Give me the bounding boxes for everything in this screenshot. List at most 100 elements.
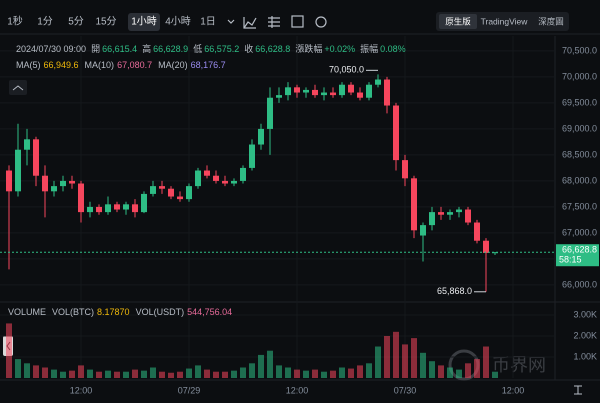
volume-bar [222, 371, 228, 378]
volume-bar [258, 354, 264, 378]
candle-body [276, 95, 282, 98]
ma-name: MA(5) [16, 60, 41, 70]
candle-body [411, 178, 417, 231]
candle-body [123, 204, 129, 210]
interval[interactable]: 1秒 [7, 15, 23, 28]
volume-bar [321, 371, 327, 378]
info-label: 低 [193, 43, 202, 54]
countdown: 58:15 [559, 255, 582, 265]
candle-body [321, 92, 327, 96]
volume-bar [177, 371, 183, 378]
collapse-button[interactable] [9, 80, 27, 95]
volume-bar [15, 359, 21, 378]
volume-bar [285, 367, 291, 378]
volume-bar [465, 363, 471, 378]
volume-bar [114, 371, 120, 378]
x-tick-label: 12:00 [70, 385, 93, 395]
interval[interactable]: 1小時 [131, 16, 157, 28]
candle-body [87, 206, 93, 213]
candle-body [96, 206, 102, 213]
layout-icon[interactable] [291, 15, 304, 28]
y-tick-label: 69,500.0 [562, 97, 597, 107]
volume-bar [312, 369, 318, 378]
volume-bar [456, 369, 462, 378]
dropdown-icon[interactable] [227, 19, 235, 24]
volume-name: VOL(USDT) [136, 307, 185, 317]
candle-body [231, 180, 237, 184]
candle-body [393, 105, 399, 161]
collapse-icon[interactable] [12, 85, 24, 91]
volume-bar [78, 365, 84, 378]
ma-name: MA(10) [85, 60, 115, 70]
candle-body [168, 188, 174, 197]
candle-body [438, 212, 444, 215]
reset-icon[interactable] [574, 385, 582, 395]
volume-bar [195, 365, 201, 378]
volume-bar [186, 368, 192, 378]
info-value: +0.02% [324, 44, 355, 54]
ma-value: 68,176.7 [191, 60, 226, 70]
candle-body [447, 212, 453, 215]
info-label: 收 [244, 43, 253, 54]
ma-value: 66,949.6 [44, 60, 79, 70]
tab[interactable]: TradingView [481, 16, 529, 26]
gear-icon[interactable] [315, 16, 327, 28]
volume-bar [33, 365, 39, 378]
candle-body [429, 212, 435, 226]
y-tick-label: 70,000.0 [562, 71, 597, 81]
volume-bar [366, 363, 372, 378]
volume-bar [483, 346, 489, 378]
volume-bar [123, 371, 129, 378]
candle-body [204, 170, 210, 176]
volume-bar [231, 370, 237, 378]
candle-body [78, 183, 84, 213]
candle-body [483, 240, 489, 253]
tab[interactable]: 深度圖 [538, 16, 564, 26]
watermark: 币界网 [492, 355, 546, 375]
candle-body [240, 167, 246, 181]
x-tick-label: 12:00 [286, 385, 309, 395]
tool-icons[interactable] [227, 15, 327, 29]
volume-bar [60, 371, 66, 378]
candle-body [159, 186, 165, 189]
settings-bars-icon[interactable] [268, 16, 280, 28]
volume-bar [141, 370, 147, 378]
candle-body [465, 209, 471, 223]
high-label: 70,050.0 [329, 65, 364, 75]
volume-bar [213, 371, 219, 378]
x-tick-label: 12:00 [502, 385, 525, 395]
info-label: 高 [142, 43, 151, 54]
volume-bar [294, 369, 300, 378]
volume-tick-label: 2.00K [573, 330, 597, 340]
volume-bar [42, 367, 48, 378]
last-price-tag [556, 244, 599, 267]
ma-name: MA(20) [158, 60, 188, 70]
candle-body [249, 144, 255, 168]
interval[interactable]: 15分 [95, 16, 116, 28]
indicator-icon[interactable] [243, 17, 257, 29]
candle-body [51, 186, 57, 192]
interval[interactable]: 4小時 [165, 16, 191, 28]
volume-bar [429, 361, 435, 378]
candle-body [105, 204, 111, 213]
labels: 2024/07/30 09:00 開 66,615.4 高 66,628.9 低 66,57… [8, 43, 599, 395]
interval[interactable]: 1分 [37, 16, 53, 28]
volume-bar [447, 367, 453, 378]
volume-bar [492, 371, 498, 378]
interval[interactable]: 5分 [68, 16, 84, 28]
candle-body [132, 204, 138, 213]
volume-bar [402, 344, 408, 378]
interval[interactable]: 1日 [200, 17, 216, 28]
tab[interactable]: 原生版 [445, 16, 471, 26]
candle-body [285, 87, 291, 96]
candle-body [186, 186, 192, 200]
volume-name: VOL(BTC) [52, 307, 94, 317]
x-tick-label: 07/29 [178, 385, 201, 395]
candle-body [6, 170, 12, 192]
info-label: 振幅 [360, 43, 378, 54]
ohlc-info: 2024/07/30 09:00 開 66,615.4 高 66,628.9 低 66,57… [16, 43, 406, 54]
interval-active-bg [128, 13, 160, 31]
volume-bar [105, 370, 111, 378]
tab-active-bg [439, 14, 477, 29]
